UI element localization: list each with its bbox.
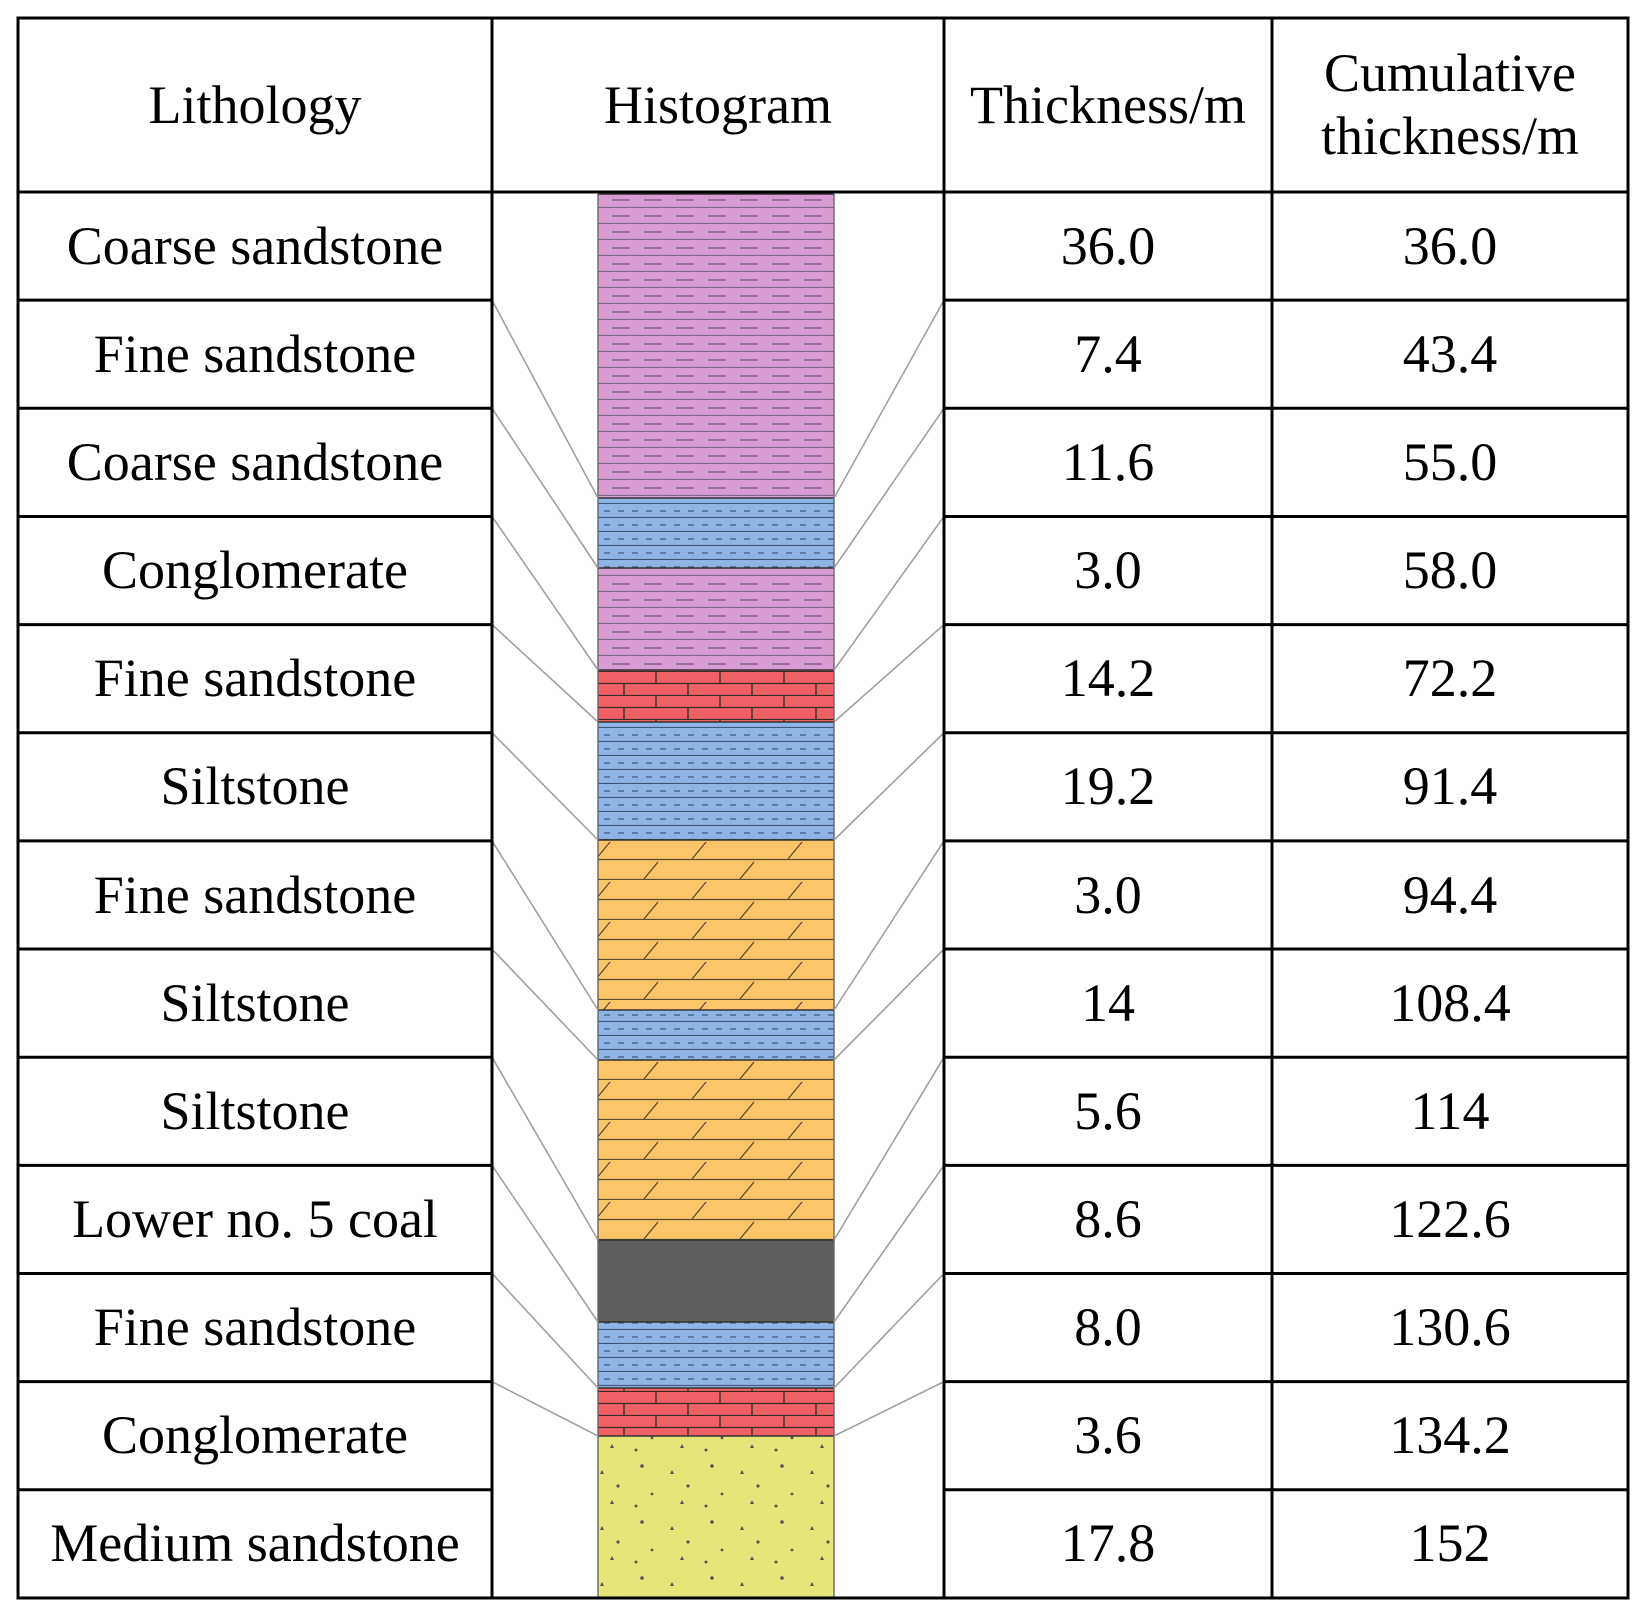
- leader-line-right: [833, 1380, 945, 1437]
- table-grid: [16, 16, 1630, 1600]
- leader-line-right: [833, 1272, 945, 1389]
- leader-line-right: [833, 299, 945, 499]
- row-lithology: Fine sandstone: [93, 323, 417, 384]
- leader-line-left: [491, 515, 599, 671]
- row-cumulative-thickness: 58.0: [1402, 540, 1498, 601]
- row-thickness: 7.4: [1074, 323, 1142, 384]
- header-histogram: Histogram: [604, 74, 832, 135]
- leader-line-left: [491, 1164, 599, 1323]
- leader-line-left: [491, 407, 599, 569]
- row-cumulative-thickness: 55.0: [1402, 431, 1498, 492]
- leader-line-right: [833, 624, 945, 723]
- row-lithology: Conglomerate: [102, 1405, 408, 1466]
- histogram-layer-brick: [598, 1388, 834, 1436]
- leader-line-left: [491, 732, 599, 841]
- row-lithology: Fine sandstone: [93, 864, 417, 925]
- row-thickness: 14: [1081, 972, 1135, 1033]
- row-cumulative-thickness: 108.4: [1389, 972, 1511, 1033]
- row-cumulative-thickness: 152: [1409, 1513, 1491, 1574]
- leader-line-right: [833, 840, 945, 1011]
- row-thickness: 14.2: [1060, 648, 1156, 709]
- row-thickness: 3.0: [1074, 540, 1142, 601]
- row-lithology: Coarse sandstone: [66, 215, 444, 276]
- histogram-layers: [597, 193, 835, 1598]
- row-thickness: 17.8: [1060, 1513, 1156, 1574]
- leader-lines: [491, 299, 945, 1437]
- row-thickness: 3.0: [1074, 864, 1142, 925]
- leader-line-left: [491, 1272, 599, 1389]
- row-cumulative-thickness: 43.4: [1402, 323, 1498, 384]
- leader-line-right: [833, 948, 945, 1061]
- row-lithology: Conglomerate: [102, 540, 408, 601]
- table-border: [16, 16, 1630, 1600]
- row-cumulative-thickness: 114: [1410, 1080, 1490, 1141]
- row-cumulative-thickness: 94.4: [1402, 864, 1498, 925]
- leader-line-left: [491, 299, 599, 499]
- header-cumulative-line2: thickness/m: [1321, 106, 1579, 166]
- row-lithology: Siltstone: [160, 756, 350, 817]
- histogram-layer-dashed-strata: [598, 194, 834, 498]
- header-cumulative-line1: Cumulative: [1324, 42, 1576, 103]
- row-thickness: 5.6: [1074, 1080, 1142, 1141]
- leader-line-left: [491, 624, 599, 723]
- row-cumulative-thickness: 36.0: [1402, 215, 1498, 276]
- row-lithology: Fine sandstone: [93, 1297, 417, 1358]
- row-lithology: Siltstone: [160, 972, 350, 1033]
- histogram-layer-brick: [598, 670, 834, 722]
- histogram-layer-diagonal-brick: [598, 1060, 834, 1240]
- row-thickness: 8.0: [1074, 1297, 1142, 1358]
- row-cumulative-thickness: 122.6: [1389, 1189, 1511, 1250]
- header-thickness: Thickness/m: [970, 74, 1246, 135]
- header-lithology: Lithology: [148, 74, 362, 135]
- leader-line-left: [491, 1056, 599, 1241]
- leader-line-right: [833, 515, 945, 671]
- row-thickness: 19.2: [1060, 756, 1156, 817]
- leader-line-left: [491, 1380, 599, 1437]
- row-cumulative-thickness: 134.2: [1389, 1405, 1511, 1466]
- row-thickness: 3.6: [1074, 1405, 1142, 1466]
- row-thickness: 11.6: [1061, 431, 1155, 492]
- histogram-layer-diagonal-brick: [598, 840, 834, 1010]
- header-cumulative-thickness: Cumulative thickness/m: [1272, 18, 1628, 192]
- row-lithology: Fine sandstone: [93, 648, 417, 709]
- histogram-layer-dotted-strata: [598, 722, 834, 840]
- leader-line-right: [833, 1056, 945, 1241]
- histogram-layer-dotted-strata: [598, 1010, 834, 1060]
- row-cumulative-thickness: 130.6: [1389, 1297, 1511, 1358]
- histogram-layer-dashed-strata: [598, 568, 834, 670]
- histogram-layer-dotted-strata: [598, 498, 834, 568]
- row-lithology: Siltstone: [160, 1080, 350, 1141]
- leader-line-right: [833, 1164, 945, 1323]
- leader-line-left: [491, 840, 599, 1011]
- leader-line-right: [833, 732, 945, 841]
- leader-line-left: [491, 948, 599, 1061]
- row-thickness: 8.6: [1074, 1189, 1142, 1250]
- leader-line-right: [833, 407, 945, 569]
- row-cumulative-thickness: 91.4: [1402, 756, 1498, 817]
- histogram-layer-speckled: [598, 1436, 834, 1598]
- histogram-layer-dotted-strata: [598, 1322, 834, 1388]
- row-lithology: Medium sandstone: [50, 1513, 460, 1574]
- row-lithology: Coarse sandstone: [66, 431, 444, 492]
- histogram-layer-solid: [598, 1240, 834, 1322]
- row-thickness: 36.0: [1060, 215, 1156, 276]
- row-lithology: Lower no. 5 coal: [72, 1189, 438, 1250]
- row-cumulative-thickness: 72.2: [1402, 648, 1498, 709]
